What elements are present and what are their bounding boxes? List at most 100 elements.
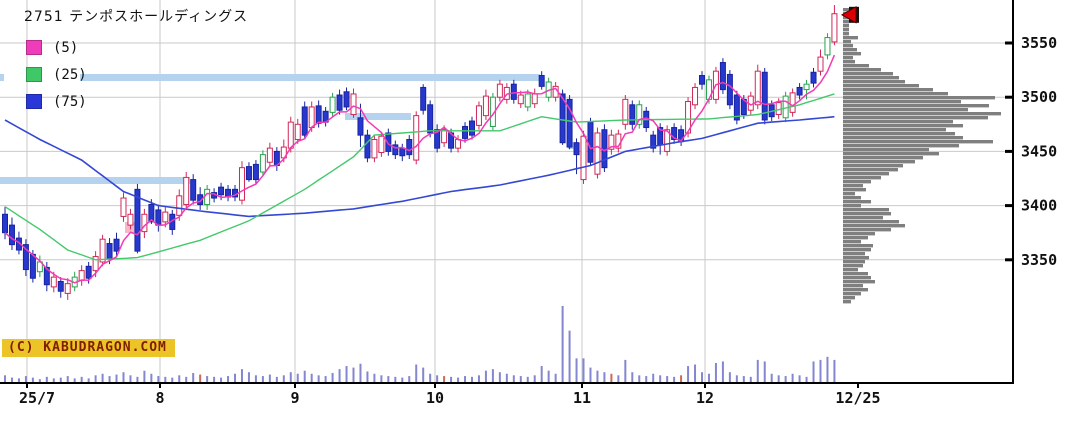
ma75-line — [4, 115, 835, 218]
candle-body — [468, 120, 475, 136]
candle-body — [385, 132, 392, 152]
volume-bar — [80, 376, 83, 383]
volume-bar — [52, 378, 55, 383]
candle-body — [580, 135, 587, 181]
ma75-color-swatch — [26, 94, 42, 109]
candle-body — [636, 104, 643, 125]
profile-bar — [843, 248, 871, 252]
candle-body — [413, 115, 420, 161]
profile-bar — [843, 260, 865, 264]
candle-body — [399, 147, 406, 157]
volume-bar — [199, 374, 202, 383]
candle-body — [496, 83, 503, 98]
candle-body — [573, 142, 580, 156]
profile-bar — [843, 268, 858, 272]
candle-body — [810, 71, 817, 84]
profile-bar — [843, 80, 905, 84]
ma25-legend-label: (25) — [53, 66, 87, 83]
y-axis-label: 3350 — [1021, 251, 1057, 269]
candle-body — [120, 197, 127, 217]
candle-body — [315, 105, 322, 124]
profile-bar — [843, 184, 863, 188]
candle-body — [622, 98, 629, 125]
x-axis-label: 10 — [426, 389, 444, 407]
ma5-color-swatch — [26, 40, 42, 55]
y-axis-label: 3400 — [1021, 197, 1057, 215]
legend-item-ma25: (25) — [26, 61, 87, 88]
profile-bar — [843, 180, 871, 184]
profile-bar — [843, 244, 873, 248]
volume-bar — [436, 375, 439, 383]
profile-bar — [843, 164, 903, 168]
volume-bar — [366, 371, 369, 383]
profile-bar — [843, 188, 866, 192]
gap-band — [80, 74, 540, 81]
x-axis-label: 12 — [696, 389, 714, 407]
candle-body — [601, 129, 608, 169]
volume-bar — [450, 376, 453, 383]
profile-bar — [843, 40, 851, 44]
volume-bar — [631, 372, 634, 383]
candle-body — [148, 204, 155, 223]
volume-bar — [359, 363, 362, 383]
volume-bar — [666, 376, 669, 383]
volume-bar — [268, 374, 271, 383]
volume-bar — [261, 376, 264, 383]
volume-bar — [247, 372, 250, 383]
volume-bar — [680, 375, 683, 383]
profile-bar — [843, 32, 849, 36]
profile-bar — [843, 224, 905, 228]
profile-bar — [843, 284, 863, 288]
candle-body — [685, 101, 692, 134]
candle-body — [650, 134, 657, 149]
volume-bar — [652, 373, 655, 383]
candle-body — [434, 129, 441, 149]
candle-body — [671, 127, 678, 140]
candle-body — [308, 106, 315, 129]
volume-bar — [721, 361, 724, 383]
profile-bar — [843, 24, 849, 28]
x-axis-label: 25/7 — [19, 389, 55, 407]
volume-bar — [498, 372, 501, 383]
candle-body — [482, 95, 489, 117]
candle-body — [594, 132, 601, 175]
profile-bar — [843, 20, 849, 24]
profile-bar — [843, 116, 988, 120]
volume-bar — [457, 377, 460, 383]
volume-bar — [331, 372, 334, 383]
candle-body — [538, 75, 545, 87]
profile-bar — [843, 228, 891, 232]
candle-body — [183, 176, 190, 206]
volume-bar — [206, 376, 209, 383]
volume-bar — [756, 359, 759, 383]
volume-bar — [826, 356, 829, 383]
candle-body — [204, 188, 211, 206]
profile-bar — [843, 48, 857, 52]
volume-bar — [282, 375, 285, 383]
y-axis-tick — [1005, 149, 1013, 153]
candle-body — [441, 129, 448, 144]
profile-bar — [843, 208, 889, 212]
profile-bar — [843, 232, 875, 236]
profile-bar — [843, 292, 861, 296]
legend-item-ma5: (5) — [26, 34, 87, 61]
candle-body — [287, 121, 294, 149]
candle-body — [420, 86, 427, 111]
volume-bar — [394, 376, 397, 383]
candle-body — [427, 104, 434, 134]
candle-body — [238, 167, 245, 201]
volume-bar — [617, 375, 620, 383]
profile-bar — [843, 236, 868, 240]
gap-band — [0, 74, 4, 81]
candle-body — [699, 75, 705, 85]
y-axis-label: 3550 — [1021, 34, 1057, 52]
volume-bar — [234, 373, 237, 383]
volume-bar — [791, 373, 794, 383]
candle-body — [531, 93, 538, 105]
candle-body — [831, 13, 838, 43]
profile-bar — [843, 88, 933, 92]
profile-bar — [843, 264, 863, 268]
candle-body — [357, 117, 364, 136]
candle-body — [190, 179, 197, 201]
y-axis-label: 3450 — [1021, 142, 1057, 160]
